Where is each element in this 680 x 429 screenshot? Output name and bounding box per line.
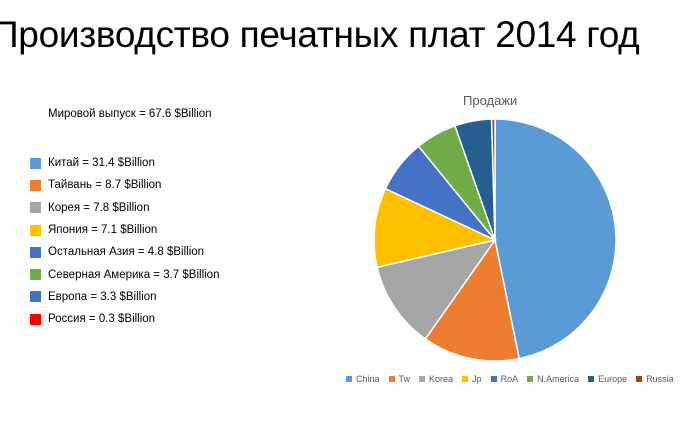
region-legend-item: Китай = 31.4 $Billion <box>30 152 219 174</box>
region-legend-item: Россия = 0.3 $Billion <box>30 308 219 330</box>
region-swatch <box>30 269 41 281</box>
chart-title: Продажи <box>463 93 518 108</box>
pie-slice-china <box>494 118 617 360</box>
region-label: Европа = 3.3 $Billion <box>48 290 157 303</box>
chart-legend-item: Korea <box>419 374 453 384</box>
pie-slice-korea <box>376 238 497 340</box>
region-legend-item: Остальная Азия = 4.8 $Billion <box>30 241 219 263</box>
chart-legend-item: Russia <box>636 374 674 384</box>
pie-chart <box>373 118 617 362</box>
chart-legend-item: N.America <box>527 374 579 384</box>
chart-legend-swatch <box>346 376 352 382</box>
chart-legend-swatch <box>462 376 469 382</box>
pie-slice-jp <box>373 187 498 269</box>
region-label: Россия = 0.3 $Billion <box>48 313 156 326</box>
chart-legend-label: China <box>356 374 380 384</box>
region-label: Остальная Азия = 4.8 $Billion <box>48 246 205 259</box>
chart-legend-item: China <box>346 374 380 384</box>
region-legend-item: Корея = 7.8 $Billion <box>30 197 219 219</box>
region-label: Китай = 31.4 $Billion <box>48 157 155 170</box>
region-label: Корея = 7.8 $Billion <box>48 201 150 214</box>
region-swatch <box>30 157 41 169</box>
chart-legend-label: Jp <box>472 374 482 384</box>
region-swatch <box>30 291 41 303</box>
chart-legend-label: Russia <box>646 374 674 384</box>
region-label: Северная Америка = 3.7 $Billion <box>48 268 220 281</box>
chart-legend-swatch <box>419 376 426 382</box>
chart-legend-label: RoA <box>500 374 519 384</box>
chart-legend-swatch <box>527 376 534 382</box>
chart-legend-swatch <box>388 376 395 382</box>
chart-legend-item: Jp <box>462 374 482 384</box>
region-label: Тайвань = 8.7 $Billion <box>48 179 162 192</box>
chart-legend-label: N.America <box>537 374 580 384</box>
region-swatch <box>30 313 41 325</box>
region-swatch <box>30 202 41 214</box>
region-legend: Китай = 31.4 $Billion Тайвань = 8.7 $Bil… <box>30 152 219 330</box>
region-legend-item: Северная Америка = 3.7 $Billion <box>30 263 219 285</box>
chart-legend-label: Tw <box>398 374 411 384</box>
chart-legend-swatch <box>636 376 643 382</box>
region-swatch <box>30 179 41 191</box>
pie-slice-tw <box>424 238 521 362</box>
chart-legend-label: Korea <box>429 374 454 384</box>
region-swatch <box>30 246 41 258</box>
region-legend-item: Европа = 3.3 $Billion <box>30 286 219 308</box>
slide-title: Производство печатных плат 2014 год <box>0 14 640 55</box>
region-label: Япония = 7.1 $Billion <box>48 224 158 237</box>
chart-legend-label: Europe <box>598 374 628 384</box>
region-legend-item: Тайвань = 8.7 $Billion <box>30 174 219 196</box>
world-output-text: Мировой выпуск = 67.6 $Billion <box>48 108 212 120</box>
chart-legend-item: RoA <box>490 374 519 384</box>
chart-legend-item: Europe <box>588 374 627 384</box>
chart-legend-swatch <box>588 376 595 382</box>
chart-legend-item: Tw <box>388 374 411 384</box>
pie-slice-russia <box>490 118 496 241</box>
chart-legend-swatch <box>490 376 497 382</box>
region-swatch <box>30 224 41 236</box>
chart-legend: China Tw Korea Jp RoA N.America Europe Russia <box>346 374 674 384</box>
region-legend-item: Япония = 7.1 $Billion <box>30 219 219 241</box>
